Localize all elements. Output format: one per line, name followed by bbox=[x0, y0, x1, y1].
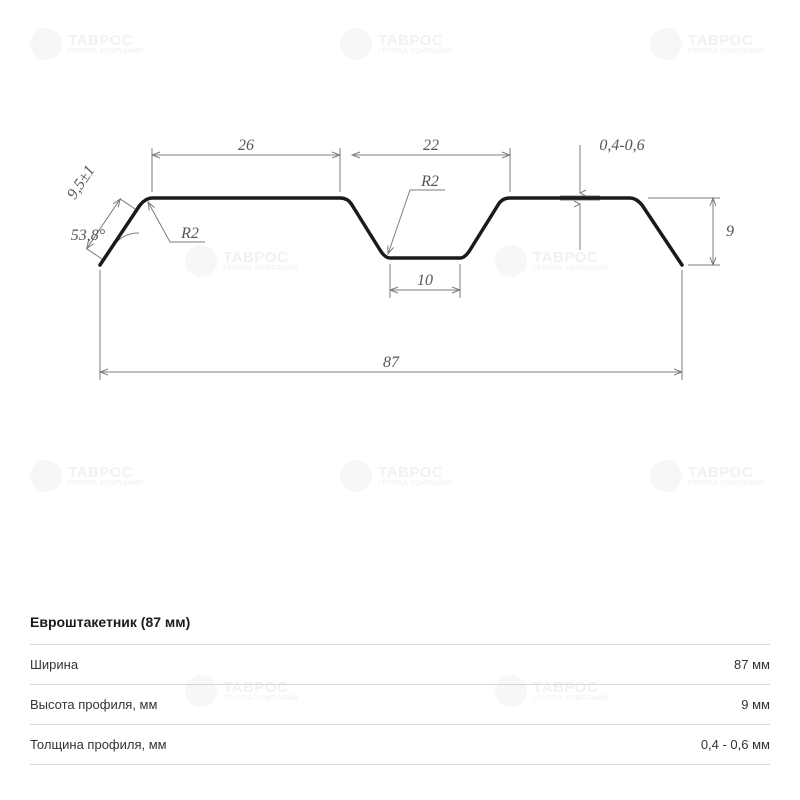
dim-radius-left: R2 bbox=[180, 225, 199, 242]
table-row: Высота профиля, мм 9 мм bbox=[30, 684, 770, 724]
dim-valley: 10 bbox=[417, 272, 433, 289]
dim-radius-center: R2 bbox=[420, 173, 439, 190]
watermark: ТАВРОСГРУППА КОМПАНИЙ bbox=[340, 460, 453, 492]
spec-label: Ширина bbox=[30, 657, 78, 672]
dim-overall: 87 bbox=[383, 354, 400, 371]
specs-title: Евроштакетник (87 мм) bbox=[30, 614, 770, 630]
table-row: Толщина профиля, мм 0,4 - 0,6 мм bbox=[30, 724, 770, 765]
specs-table: Евроштакетник (87 мм) Ширина 87 мм Высот… bbox=[30, 614, 770, 765]
spec-value: 87 мм bbox=[734, 657, 770, 672]
dim-angle: 53,8° bbox=[71, 227, 106, 244]
watermark: ТАВРОСГРУППА КОМПАНИЙ bbox=[650, 460, 763, 492]
table-row: Ширина 87 мм bbox=[30, 644, 770, 684]
dim-leg-left: 9,5±1 bbox=[64, 162, 99, 202]
watermark: ТАВРОСГРУППА КОМПАНИЙ bbox=[340, 28, 453, 60]
spec-label: Высота профиля, мм bbox=[30, 697, 157, 712]
watermark: ТАВРОСГРУППА КОМПАНИЙ bbox=[30, 28, 143, 60]
watermark: ТАВРОСГРУППА КОМПАНИЙ bbox=[30, 460, 143, 492]
spec-label: Толщина профиля, мм bbox=[30, 737, 167, 752]
profile-diagram: 26 22 0,4-0,6 9 9,5±1 53,8° R2 R2 10 87 bbox=[40, 120, 760, 420]
dim-center-span: 22 bbox=[423, 137, 439, 154]
spec-value: 0,4 - 0,6 мм bbox=[701, 737, 770, 752]
watermark: ТАВРОСГРУППА КОМПАНИЙ bbox=[650, 28, 763, 60]
spec-value: 9 мм bbox=[741, 697, 770, 712]
dim-top-left: 26 bbox=[238, 137, 254, 154]
dim-height: 9 bbox=[726, 223, 734, 240]
dim-thickness: 0,4-0,6 bbox=[599, 137, 644, 154]
